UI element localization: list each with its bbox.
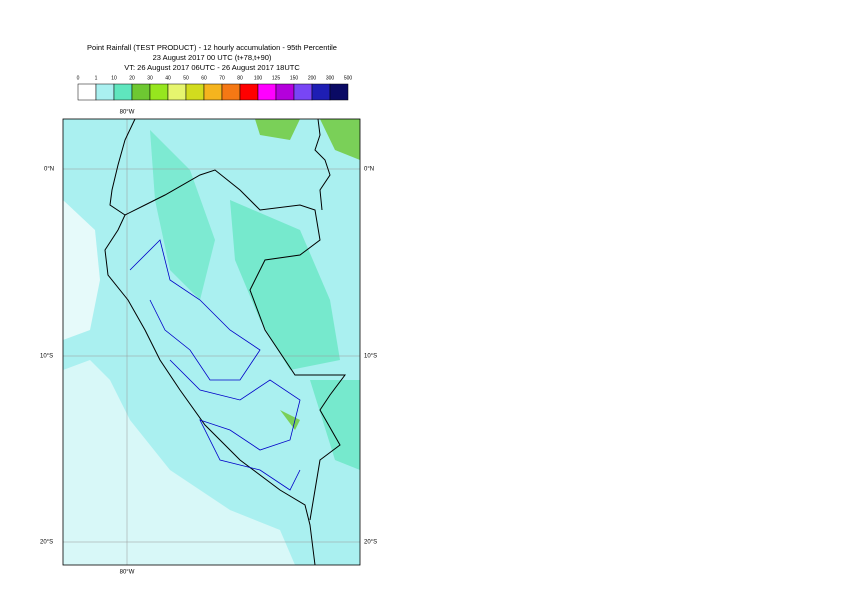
rain-area [255,119,360,430]
legend-label: 0 [77,75,80,81]
legend-label: 125 [272,75,281,81]
lat-label: 0°N [364,167,374,173]
legend-swatch [239,83,259,101]
legend-label: 1 [95,75,98,81]
legend-label: 300 [326,75,335,81]
legend-swatch [275,83,295,101]
legend-swatch [203,83,223,101]
title-line: VT: 26 August 2017 06UTC - 26 August 201… [124,63,300,72]
legend-label: 60 [201,75,207,81]
lon-label: 80°W [120,110,135,116]
legend-label: 40 [165,75,171,81]
coastline [104,118,316,566]
legend: 0 1 10 20 30 40 50 60 70 80 100 125 150 200 300 500 [77,75,353,101]
legend-swatch [257,83,277,101]
map-frame [62,118,361,566]
legend-label: 100 [254,75,263,81]
map: 0°N 0°N 10°S 10°S 20°S 20°S 80°W 80°W [40,110,377,576]
legend-swatch [77,83,97,101]
legend-label: 10 [111,75,117,81]
rain-area [150,130,215,300]
title-line: Point Rainfall (TEST PRODUCT) - 12 hourl… [87,43,337,52]
legend-swatch [185,83,205,101]
legend-swatch [329,83,349,101]
header: Point Rainfall (TEST PRODUCT) - 12 hourl… [87,43,337,72]
legend-label: 200 [308,75,317,81]
legend-label: 80 [237,75,243,81]
legend-swatch [221,83,241,101]
lat-label: 20°S [364,540,377,546]
rain-area [310,380,360,470]
department-lines [129,239,261,381]
legend-label: 30 [147,75,153,81]
lon-label: 80°W [120,570,135,576]
legend-label: 150 [290,75,299,81]
legend-label: 20 [129,75,135,81]
lat-label: 0°N [44,167,54,173]
legend-swatch [95,83,115,101]
lat-label: 10°S [40,354,53,360]
legend-swatch [149,83,169,101]
legend-swatch [311,83,331,101]
lat-label: 20°S [40,540,53,546]
lat-label: 10°S [364,354,377,360]
legend-swatch [293,83,313,101]
rain-area [230,200,340,370]
legend-swatch [131,83,151,101]
border [314,118,331,211]
border [124,169,346,521]
legend-label: 50 [183,75,189,81]
legend-label: 500 [344,75,353,81]
legend-swatch [113,83,133,101]
legend-swatch [167,83,187,101]
title-line: 23 August 2017 00 UTC (t+78,t+90) [153,53,272,62]
legend-label: 70 [219,75,225,81]
ocean-patch [63,200,100,340]
ocean-patch [63,360,295,565]
department-lines [169,359,301,491]
